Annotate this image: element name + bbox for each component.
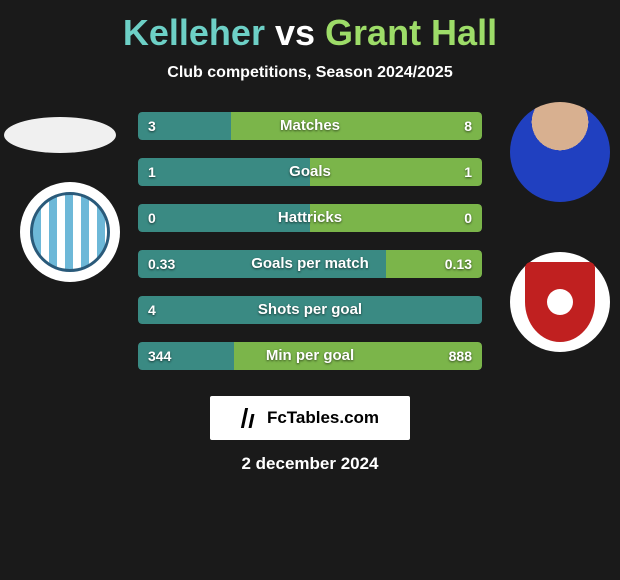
chart-area: Matches3 8 Goals1 1 Hattricks0 0 Goals per mat… (0, 112, 620, 392)
stat-row: Shots per goal4 (138, 296, 482, 324)
stat-label: Goals per match (138, 250, 482, 278)
stat-value-left: 0.33 (148, 250, 175, 278)
right-column (500, 112, 620, 392)
page-title: Kelleher vs Grant Hall (0, 0, 620, 54)
player1-club-badge (20, 182, 120, 282)
subtitle: Club competitions, Season 2024/2025 (0, 64, 620, 82)
stat-value-left: 344 (148, 342, 171, 370)
player1-name: Kelleher (123, 12, 265, 53)
stat-label: Matches (138, 112, 482, 140)
stat-value-left: 0 (148, 204, 156, 232)
branding-badge: FcTables.com (210, 396, 410, 440)
stat-value-right: 1 (464, 158, 472, 186)
stat-value-left: 4 (148, 296, 156, 324)
stat-row: Goals per match0.33 0.13 (138, 250, 482, 278)
stat-value-right: 888 (449, 342, 472, 370)
stat-row: Hattricks0 0 (138, 204, 482, 232)
stats-bars: Matches3 8 Goals1 1 Hattricks0 0 Goals per mat… (138, 112, 482, 388)
player2-club-badge (510, 252, 610, 352)
stat-value-left: 1 (148, 158, 156, 186)
player2-name: Grant Hall (325, 12, 497, 53)
vs-text: vs (275, 12, 315, 53)
player2-avatar (510, 102, 610, 202)
stat-label: Hattricks (138, 204, 482, 232)
stat-value-right: 0 (464, 204, 472, 232)
stat-row: Min per goal344 888 (138, 342, 482, 370)
stat-row: Goals1 1 (138, 158, 482, 186)
player1-avatar (4, 117, 116, 153)
branding-text: FcTables.com (267, 408, 379, 428)
stat-label: Min per goal (138, 342, 482, 370)
stat-value-right: 8 (464, 112, 472, 140)
left-column (0, 112, 120, 392)
stat-label: Goals (138, 158, 482, 186)
date-line: 2 december 2024 (0, 454, 620, 474)
stat-value-right: 0.13 (445, 250, 472, 278)
stat-value-left: 3 (148, 112, 156, 140)
stat-label: Shots per goal (138, 296, 482, 324)
fctables-logo-icon (241, 407, 263, 429)
stat-row: Matches3 8 (138, 112, 482, 140)
